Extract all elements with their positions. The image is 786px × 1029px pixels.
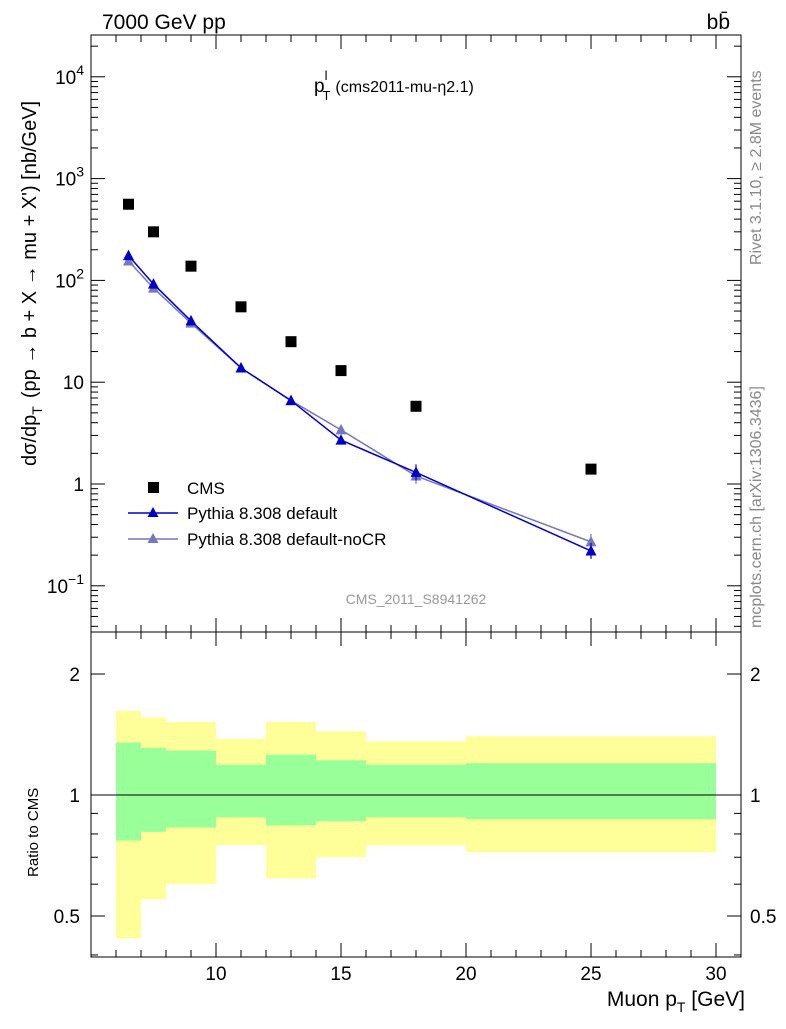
main-y-tick-label: 10−1 [47, 571, 84, 598]
series-nocr-point [585, 535, 597, 547]
series-default-point [235, 361, 247, 373]
ratio-y-tick-label-right: 1 [750, 786, 761, 807]
x-axis-label-post: [GeV] [685, 988, 745, 1011]
rivet-version-label: Rivet 3.1.10, ≥ 2.8M events [748, 70, 765, 265]
x-tick-label: 20 [455, 964, 476, 985]
legend-nocr-label: Pythia 8.308 default-noCR [187, 530, 386, 549]
ratio-bands [116, 710, 716, 939]
ratio-y-axis-label: Ratio to CMS [25, 788, 42, 877]
y-axis-label-sub: T [29, 406, 45, 415]
ratio-inner-band [266, 754, 316, 826]
tick-label-base: 10 [55, 68, 76, 89]
main-plot-marks [123, 198, 597, 559]
x-tick-label: 15 [330, 964, 351, 985]
cms-data-point [123, 198, 134, 210]
ratio-axis-ticks [91, 632, 741, 957]
legend: CMS Pythia 8.308 default Pythia 8.308 de… [128, 479, 386, 549]
ratio-inner-band [166, 750, 216, 828]
x-axis-label-sub: T [677, 999, 686, 1015]
tick-label-base: 10 [55, 271, 76, 292]
plot-title-sup: l [325, 68, 328, 83]
plot-title: pl T (cms2011-mu-η2.1) [314, 68, 474, 103]
tick-label-base: 10 [55, 170, 76, 191]
ratio-plot: 0.5 0.5 1 1 2 2 10 15 20 25 30 Ratio to CMS Muon … [25, 631, 777, 1015]
plot-title-paren: (cms2011-mu-η2.1) [335, 79, 473, 96]
series-default-point [410, 466, 422, 477]
tick-label-exponent: 2 [76, 265, 84, 281]
ratio-y-tick-label-right: 0.5 [750, 907, 776, 928]
legend-default-marker [147, 507, 159, 517]
cms-data-point [410, 400, 422, 412]
cms-data-point [148, 226, 159, 238]
ratio-y-tick-label: 1 [69, 786, 80, 807]
series-default-point [335, 434, 347, 445]
plot-title-sub: T [322, 88, 330, 103]
ratio-y-tick-labels: 0.5 0.5 1 1 2 2 [54, 665, 777, 928]
main-y-tick-label: 103 [55, 164, 84, 191]
legend-nocr-marker [147, 533, 159, 543]
legend-default-label: Pythia 8.308 default [187, 504, 338, 523]
tick-label-exponent: 3 [76, 164, 84, 180]
series-nocr-line [127, 260, 592, 543]
y-axis-label-post: (pp → b + X → mu + X') [nb/GeV] [19, 101, 41, 398]
plot-title-base: p [314, 76, 325, 97]
main-axis-ticks [91, 35, 741, 632]
main-y-tick-label: 1 [73, 475, 84, 496]
ratio-inner-band [316, 760, 366, 822]
ratio-inner-band [466, 763, 716, 820]
series-default-point [585, 544, 597, 556]
cms-data-point [285, 336, 297, 348]
main-y-tick-label: 10 [63, 373, 84, 394]
main-y-tick-label: 104 [55, 62, 84, 89]
series-default-point [123, 249, 134, 261]
ratio-inner-band [216, 764, 266, 818]
series-nocr-point [335, 423, 347, 435]
x-tick-label: 30 [705, 964, 726, 985]
series-nocr-point [123, 255, 134, 266]
cms-data-point [235, 301, 247, 313]
x-axis-label: Muon pT [GeV] [607, 988, 745, 1015]
cms-data-point [585, 463, 597, 475]
legend-cms-marker [148, 482, 159, 493]
x-tick-label: 25 [580, 964, 601, 985]
cms-data-point [335, 365, 347, 377]
tick-label-base: 10 [47, 577, 68, 598]
ratio-y-tick-label-right: 2 [750, 665, 761, 686]
y-axis-label-pre: dσ/dp [19, 415, 41, 466]
ratio-y-tick-label: 0.5 [54, 907, 80, 928]
series-default-point [185, 314, 197, 326]
series-default-line [127, 255, 592, 552]
ratio-inner-band [141, 747, 166, 832]
analysis-id-label: CMS_2011_S8941262 [346, 591, 487, 607]
ratio-inner-band [116, 742, 141, 841]
main-y-tick-label: 102 [55, 265, 84, 292]
y-axis-label: dσ/dpT (pp → b + X → mu + X') [nb/GeV] [19, 101, 45, 466]
ratio-plot-frame [90, 631, 742, 958]
ratio-inner-band [366, 764, 466, 818]
tick-label-exponent: −1 [68, 571, 84, 587]
cms-data-point [185, 260, 197, 272]
legend-cms-label: CMS [187, 479, 225, 498]
ratio-y-tick-label: 2 [69, 665, 80, 686]
tick-label-exponent: 4 [76, 62, 84, 78]
process-label: bb̄ [707, 11, 730, 34]
collision-label: 7000 GeV pp [102, 11, 226, 34]
x-tick-labels: 10 15 20 25 30 [205, 964, 726, 985]
x-axis-label-pre: Muon p [607, 988, 677, 1011]
mcplots-label: mcplots.cern.ch [arXiv:1306.3436] [748, 386, 765, 628]
series-default-point [285, 394, 297, 406]
x-tick-label: 10 [205, 964, 226, 985]
series-default-point [148, 278, 159, 289]
